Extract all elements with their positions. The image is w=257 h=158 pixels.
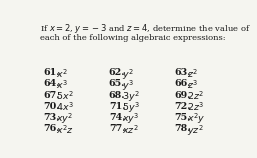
Text: 73.: 73. [43, 113, 60, 122]
Text: $2z^2$: $2z^2$ [188, 89, 205, 102]
Text: $y^2$: $y^2$ [122, 67, 134, 82]
Text: $x^2$: $x^2$ [56, 67, 68, 80]
Text: If $x = 2$, $y = -3$ and $z = 4$, determine the value of: If $x = 2$, $y = -3$ and $z = 4$, determ… [40, 22, 251, 35]
Text: 75.: 75. [175, 113, 191, 122]
Text: 61.: 61. [43, 68, 60, 77]
Text: 63.: 63. [175, 68, 191, 77]
Text: 62.: 62. [109, 68, 125, 77]
Text: 72.: 72. [175, 102, 191, 111]
Text: $xy^3$: $xy^3$ [122, 112, 139, 126]
Text: 77.: 77. [109, 124, 125, 133]
Text: 65.: 65. [109, 79, 125, 88]
Text: $5x^2$: $5x^2$ [56, 89, 74, 102]
Text: $z^2$: $z^2$ [188, 67, 198, 80]
Text: each of the following algebraic expressions:: each of the following algebraic expressi… [40, 34, 226, 42]
Text: 70.: 70. [43, 102, 60, 111]
Text: 71.: 71. [109, 102, 125, 111]
Text: $5y^3$: $5y^3$ [122, 101, 140, 115]
Text: $z^3$: $z^3$ [188, 78, 199, 91]
Text: 67.: 67. [43, 91, 60, 100]
Text: 76.: 76. [43, 124, 60, 133]
Text: $yz^2$: $yz^2$ [188, 123, 204, 138]
Text: 78.: 78. [175, 124, 191, 133]
Text: 74.: 74. [109, 113, 125, 122]
Text: 66.: 66. [175, 79, 191, 88]
Text: 64.: 64. [43, 79, 60, 88]
Text: $3y^2$: $3y^2$ [122, 89, 139, 104]
Text: $x^3$: $x^3$ [56, 78, 68, 91]
Text: $2z^3$: $2z^3$ [188, 101, 205, 113]
Text: $y^3$: $y^3$ [122, 78, 134, 93]
Text: $xy^2$: $xy^2$ [56, 112, 74, 126]
Text: $x^2y$: $x^2y$ [188, 112, 206, 126]
Text: $x^2z$: $x^2z$ [56, 123, 74, 136]
Text: 68.: 68. [109, 91, 125, 100]
Text: $xz^2$: $xz^2$ [122, 123, 139, 136]
Text: $4x^3$: $4x^3$ [56, 101, 74, 113]
Text: 69.: 69. [175, 91, 191, 100]
